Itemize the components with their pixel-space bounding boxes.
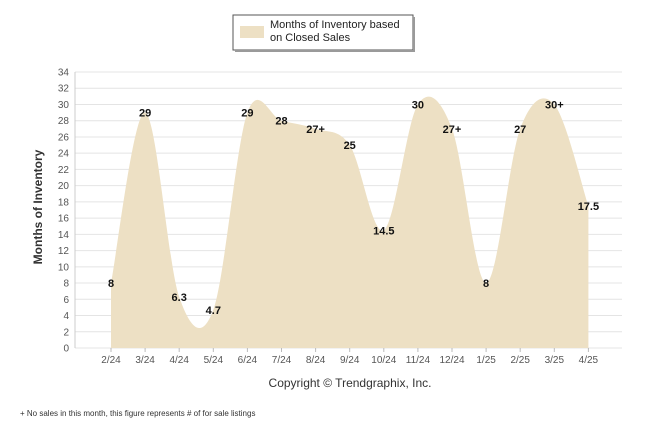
legend-shadow-bottom xyxy=(235,50,415,52)
x-tick-label: 3/24 xyxy=(135,355,155,366)
data-labels: 8 29 6.3 4.7 29 28 27+ 25 14.5 30 27+ 8 27 30+ 17.5 xyxy=(108,99,599,316)
legend-label-line1: Months of Inventory based xyxy=(270,19,400,31)
data-label: 6.3 xyxy=(172,292,187,304)
x-tick-label: 4/25 xyxy=(579,355,599,366)
data-label: 27 xyxy=(514,124,526,136)
x-tick-label: 11/24 xyxy=(406,355,431,366)
y-tick-label: 26 xyxy=(58,132,70,143)
data-label: 27+ xyxy=(306,124,325,136)
data-label: 29 xyxy=(139,108,151,120)
x-tick-label: 4/24 xyxy=(169,355,189,366)
x-tick-label: 2/24 xyxy=(101,355,121,366)
data-label: 29 xyxy=(241,108,253,120)
area-series xyxy=(111,96,589,348)
y-tick-label: 34 xyxy=(58,68,70,79)
data-label: 30 xyxy=(412,99,424,111)
y-tick-label: 16 xyxy=(58,214,70,225)
y-axis-title: Months of Inventory xyxy=(31,149,45,264)
y-tick-label: 30 xyxy=(58,100,70,111)
data-label: 25 xyxy=(344,140,356,152)
data-label: 17.5 xyxy=(578,201,599,213)
x-tick-label: 6/24 xyxy=(238,355,258,366)
x-tick-label: 3/25 xyxy=(545,355,565,366)
footnote-text: + No sales in this month, this figure re… xyxy=(20,409,255,418)
y-tick-label: 20 xyxy=(58,181,70,192)
y-tick-label: 4 xyxy=(63,311,69,322)
data-label: 4.7 xyxy=(206,305,221,317)
x-axis-ticks: 2/24 3/24 4/24 5/24 6/24 7/24 8/24 9/24 10/24 11/… xyxy=(101,348,599,366)
x-tick-label: 7/24 xyxy=(272,355,292,366)
y-tick-label: 28 xyxy=(58,116,70,127)
x-tick-label: 10/24 xyxy=(371,355,396,366)
y-tick-label: 24 xyxy=(58,149,70,160)
x-tick-label: 8/24 xyxy=(306,355,326,366)
y-tick-label: 18 xyxy=(58,197,70,208)
data-label: 8 xyxy=(483,278,489,290)
data-label: 14.5 xyxy=(373,225,394,237)
legend: Months of Inventory based on Closed Sale… xyxy=(232,14,415,52)
y-tick-label: 6 xyxy=(63,295,69,306)
y-tick-label: 22 xyxy=(58,165,70,176)
y-tick-label: 0 xyxy=(63,344,69,355)
area-fill xyxy=(111,96,589,348)
y-tick-label: 8 xyxy=(63,279,69,290)
y-tick-label: 12 xyxy=(58,246,70,257)
x-tick-label: 12/24 xyxy=(439,355,464,366)
y-tick-label: 2 xyxy=(63,327,69,338)
data-label: 28 xyxy=(275,116,287,128)
x-tick-label: 5/24 xyxy=(204,355,224,366)
legend-shadow xyxy=(413,17,415,52)
x-tick-label: 9/24 xyxy=(340,355,360,366)
y-tick-label: 10 xyxy=(58,262,70,273)
y-tick-label: 14 xyxy=(58,230,70,241)
legend-swatch xyxy=(240,26,264,38)
data-label: 8 xyxy=(108,278,114,290)
data-label: 30+ xyxy=(545,99,564,111)
x-tick-label: 1/25 xyxy=(476,355,496,366)
data-label: 27+ xyxy=(443,124,462,136)
copyright-text: Copyright © Trendgraphix, Inc. xyxy=(269,376,432,390)
legend-label-line2: on Closed Sales xyxy=(270,32,351,44)
y-tick-label: 32 xyxy=(58,84,70,95)
x-tick-label: 2/25 xyxy=(510,355,530,366)
